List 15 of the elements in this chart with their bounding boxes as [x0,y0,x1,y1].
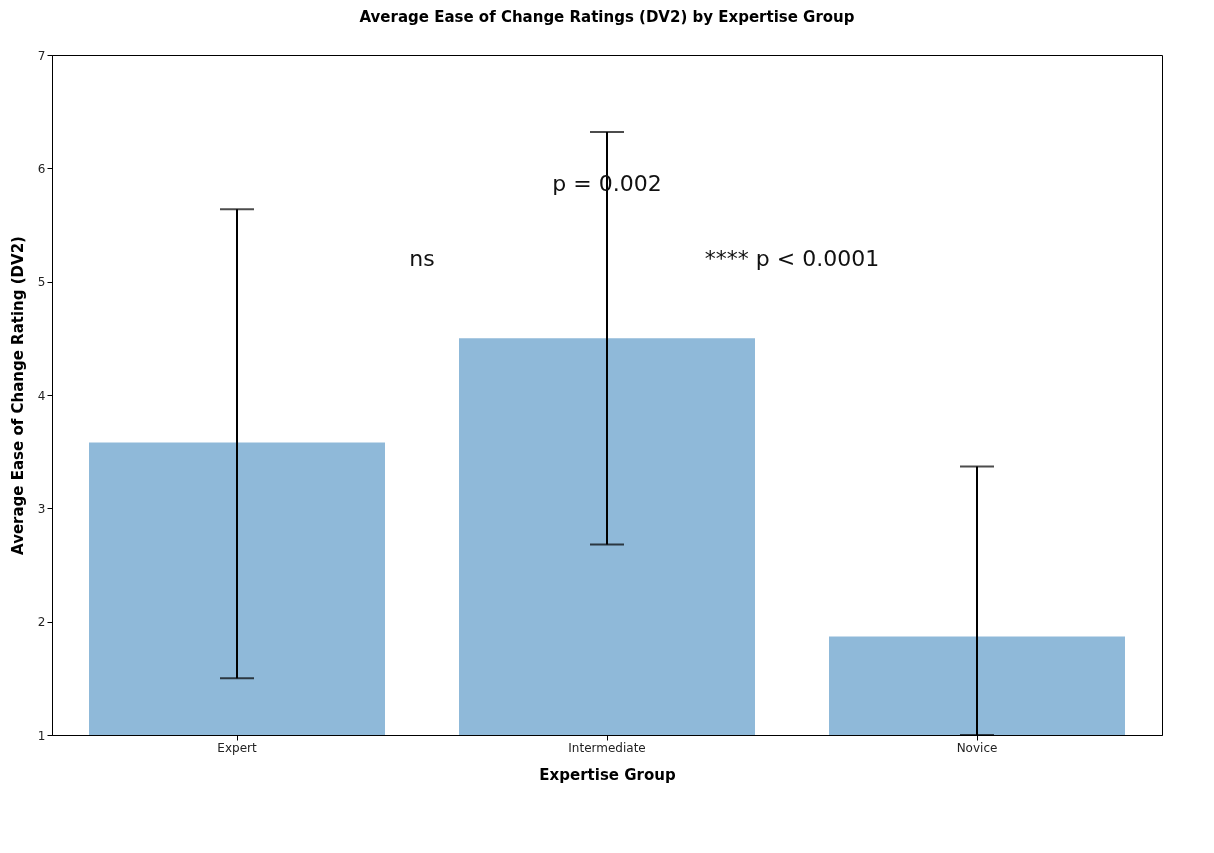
y-tick-label: 1 [37,728,46,743]
x-axis-title: Expertise Group [539,765,676,784]
y-axis-title: Average Ease of Change Rating (DV2) [8,236,27,555]
annotation: ns [409,246,435,271]
x-tick-label: Novice [956,740,998,755]
y-tick-label: 5 [37,275,46,290]
x-tick-label: Intermediate [568,740,646,755]
chart-title: Average Ease of Change Ratings (DV2) by Expertise Group [359,8,855,26]
y-tick-label: 4 [37,388,46,403]
y-tick-label: 3 [37,501,46,516]
y-tick-label: 7 [37,48,46,63]
x-tick-label: Expert [217,740,257,755]
annotation: **** p < 0.0001 [704,246,880,271]
y-tick-label: 6 [37,161,46,176]
y-tick-label: 2 [37,615,46,630]
